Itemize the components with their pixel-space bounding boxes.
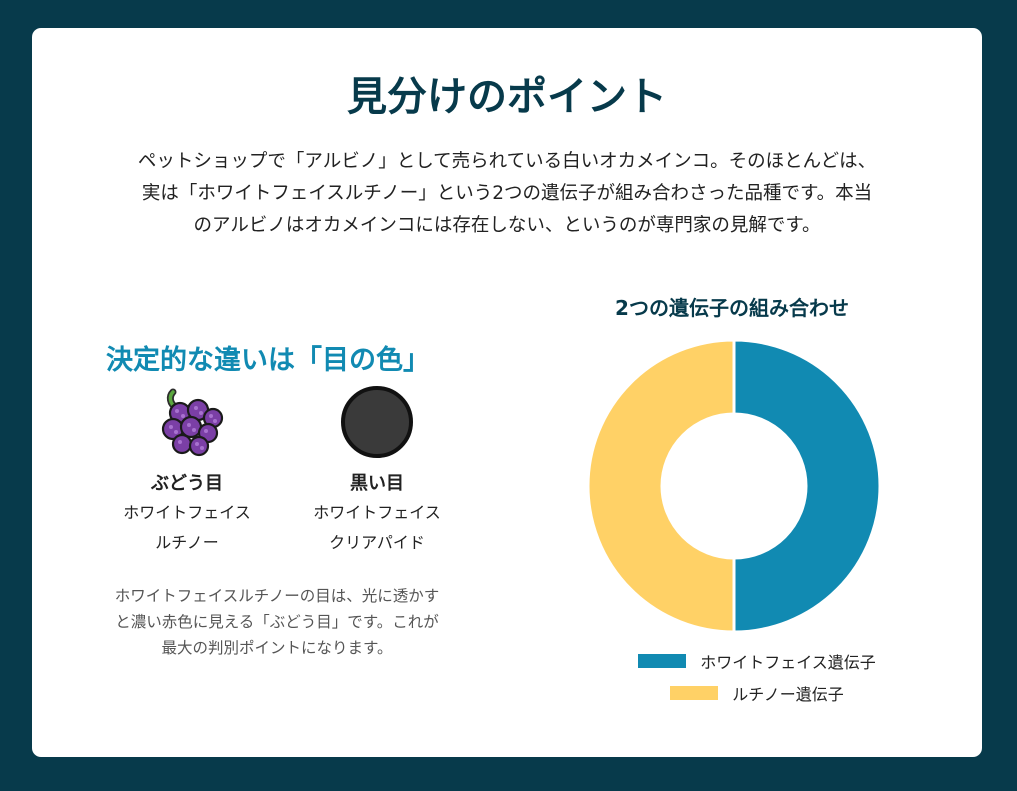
intro-line: ペットショップで「アルビノ」として売られている白いオカメインコ。そのほとんどは、 [137,151,877,172]
eye-type-black: 黒い目 ホワイトフェイス クリアパイド [292,384,462,556]
donut-slice [586,338,736,634]
donut-chart [586,338,882,634]
black-circle-icon [341,386,413,458]
eye-note: ホワイトフェイスルチノーの目は、光に透かす と濃い赤色に見える「ぶどう目」です。… [72,583,482,661]
intro-text: ペットショップで「アルビノ」として売られている白いオカメインコ。そのほとんどは、… [70,146,944,242]
legend-label: ホワイトフェイス遺伝子 [700,653,876,672]
chart-title: 2つの遺伝子の組み合わせ [615,296,849,320]
eye-type-variety: ルチノー [155,533,219,552]
eye-type-variety: クリアパイド [329,533,425,552]
note-line: と濃い赤色に見える「ぶどう目」です。これが [115,613,439,631]
legend-swatch [638,654,687,668]
legend-item: ホワイトフェイス遺伝子 [592,645,922,677]
note-line: ホワイトフェイスルチノーの目は、光に透かす [114,587,440,605]
legend-swatch [670,686,719,700]
grape-icon [161,388,224,457]
eye-type-variety: ホワイトフェイス [123,503,251,522]
page-title: 見分けのポイント [347,74,667,120]
eye-type-grape: ぶどう目 ホワイトフェイス ルチノー [102,384,272,556]
legend-label: ルチノー遺伝子 [732,685,844,704]
intro-line: 実は「ホワイトフェイスルチノー」という2つの遺伝子が組み合わさった品種です。本当 [141,183,873,204]
chart-legend: ホワイトフェイス遺伝子 ルチノー遺伝子 [592,645,922,709]
note-line: 最大の判別ポイントになります。 [161,639,393,657]
intro-line: のアルビノはオカメインコには存在しない、というのが専門家の見解です。 [193,215,821,236]
eye-type-name: ぶどう目 [151,473,223,494]
info-card: 見分けのポイント ペットショップで「アルビノ」として売られている白いオカメインコ… [32,28,982,757]
eye-section-title: 決定的な違いは「目の色」 [106,345,430,376]
legend-item: ルチノー遺伝子 [592,677,922,709]
eye-type-variety: ホワイトフェイス [313,503,441,522]
eye-type-name: 黒い目 [350,473,404,494]
donut-slice [732,338,882,634]
